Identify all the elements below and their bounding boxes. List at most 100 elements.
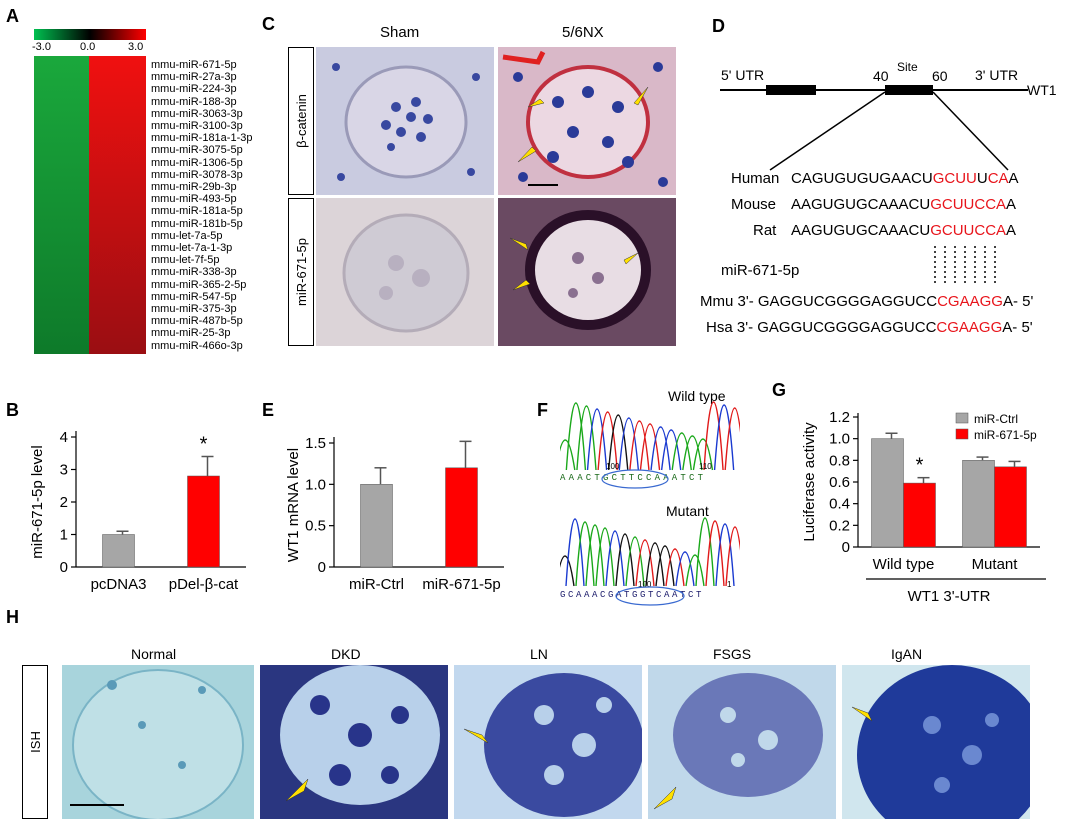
mmu-prefix: 3'- [737,293,754,310]
mirna-label: mmu-miR-188-3p [151,95,237,108]
chromatogram-mutant [560,517,740,587]
mmu-seq-a: GAGGUCGGGGAGGUCC [757,293,938,310]
mirna-label-list: mmu-miR-671-5p mmu-miR-27a-3p mmu-miR-224-… [151,59,252,352]
legend-swatch [955,412,969,424]
mirna-label: mmu-miR-181b-5p [151,217,243,230]
x-tick-label: pcDNA3 [91,576,147,593]
chromatogram-peak [605,530,625,587]
chromatogram-peak [625,536,645,587]
mirna-label: mmu-miR-1306-5p [151,156,243,169]
row-label-box-beta-catenin: β-catenin [288,47,314,195]
utr3-label: 3' UTR [975,67,1019,83]
seq-human-red2: CA [987,170,1009,187]
chart-g: 0 0.2 0.4 0.6 0.8 1.0 1.2 Luciferase activity * W… [801,409,1046,605]
mirna-label: mmu-miR-365-2-5p [151,278,247,291]
legend-swatch [955,428,969,440]
y-axis-title: Luciferase activity [801,422,818,542]
panel-b-label: B [6,400,19,420]
ish-igan-image [842,665,1030,819]
site-label: Site [897,60,918,74]
ish-ln-image [454,665,642,819]
y-axis-title: WT1 mRNA level [285,448,302,562]
panel-h-label: H [6,607,19,627]
x-group-label: WT1 3'-UTR [908,588,991,605]
chromatogram-peak [655,545,675,587]
chromatogram-peak [597,411,618,471]
col-label-sham: Sham [380,24,420,41]
seq-human-a: CAGUGUGUGAACU [791,170,933,187]
mirna-label: mmu-let-7f-5p [151,254,220,267]
h-label-fsgs: FSGS [713,646,752,662]
bar [962,460,995,548]
legend-label: miR-671-5p [974,428,1037,442]
significance-star: * [916,455,924,477]
legend-label: miR-Ctrl [974,412,1018,426]
y-tick-label: 0.8 [829,452,850,469]
chromatogram-peak [725,526,740,587]
h-label-dkd: DKD [331,646,361,662]
row-label-ish: ISH [28,731,43,753]
seq-rat-a: AAGUGUGCAAACU [791,222,931,239]
mirna-label: mmu-miR-3100-3p [151,120,243,133]
chromatogram-peak [645,542,665,587]
panel-d-label: D [712,16,725,36]
hsa-seq-red: CGAAGG [936,319,1003,336]
chromatogram-peak [713,404,735,471]
mirna-label: mmu-miR-487b-5p [151,315,243,328]
seq-mouse-red1: GCUUCCA [930,196,1007,213]
y-tick-label: 1.0 [305,476,326,493]
mirna-label: mmu-miR-25-3p [151,327,231,340]
mutant-label: Mutant [666,503,709,519]
chromatogram-peak [660,429,682,471]
chromatogram-peak [595,527,615,587]
seq-human-mid: U [976,170,988,187]
y-tick-label: 0.4 [829,496,850,513]
wild-pos-110: 110 [699,462,712,471]
mirna-label: mmu-let-7a-1-3p [151,242,233,255]
species-mmu: Mmu [700,293,734,310]
chromatogram-peak [560,555,575,587]
chromatogram-wild [560,401,740,471]
chromatogram-peak [608,414,629,471]
mirna-label: mmu-miR-338-3p [151,266,237,279]
y-tick-label: 0.5 [305,518,326,535]
chromatogram-peak [586,408,608,471]
chromatogram-peak [685,554,705,587]
chromatogram-peak [703,401,724,471]
pos-start-label: 40 [873,68,889,84]
x-tick-label: miR-Ctrl [349,576,404,593]
heatmap-red-column [89,56,146,354]
chromatogram-peak [682,435,703,471]
y-tick-label: 2 [60,494,68,511]
species-mouse: Mouse [731,196,777,213]
mirna-671-label: miR-671-5p [721,262,800,279]
hsa-seq-a: GAGGUCGGGGAGGUCC [757,319,937,336]
mirna-label: mmu-miR-224-3p [151,83,237,96]
species-rat: Rat [753,222,777,239]
chromatogram-peak [618,417,640,471]
hsa-suffix: A- 5' [1002,319,1033,336]
ish-dkd-image [260,665,448,819]
mirna-label: mmu-miR-29b-3p [151,181,237,194]
x-tick-label: miR-671-5p [422,576,500,593]
chromatogram-peak [675,551,695,587]
chromatogram-peak [695,517,715,587]
mirna-label: mmu-miR-27a-3p [151,71,237,84]
x-tick-label: Wild type [873,556,935,573]
wild-highlight-ellipse [601,469,669,489]
seq-rat-end: A [1006,222,1017,239]
wild-seq-text: AAACTGCTTCCAAATCT [560,473,707,483]
panel-g-label: G [772,380,787,400]
chromatogram-peak [665,548,685,587]
mirna-row-hsa: Hsa 3'- GAGGUCGGGGAGGUCCCGAAGGA- 5' [706,319,1033,336]
x-tick-label: Mutant [972,556,1019,573]
mutant-pos-1: 1 [727,580,732,589]
ish-normal-image [62,665,254,819]
row-label-box-mir671: miR-671-5p [288,198,314,346]
bar [445,467,478,568]
bar [187,475,220,568]
h-label-normal: Normal [131,646,177,662]
mirna-label: mmu-miR-547-5p [151,290,237,303]
seq-mouse-a: AAGUGUGCAAACU [791,196,931,213]
